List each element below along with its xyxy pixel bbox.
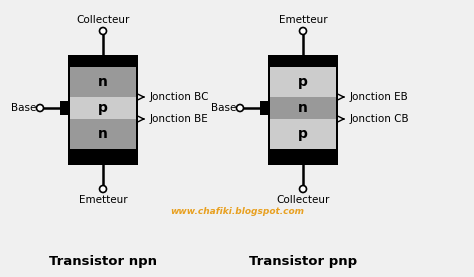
- Circle shape: [300, 186, 307, 193]
- Circle shape: [100, 186, 107, 193]
- Bar: [270, 119, 336, 149]
- Text: Transistor pnp: Transistor pnp: [249, 255, 357, 268]
- Text: Jonction CB: Jonction CB: [350, 114, 410, 124]
- Bar: [270, 67, 336, 97]
- Bar: [70, 57, 136, 67]
- Bar: [270, 149, 336, 159]
- Bar: [260, 101, 268, 115]
- Text: Emetteur: Emetteur: [79, 195, 128, 205]
- Bar: [70, 67, 136, 97]
- Bar: [268, 55, 338, 165]
- Bar: [70, 119, 136, 149]
- Bar: [70, 149, 136, 159]
- Text: p: p: [298, 127, 308, 141]
- Text: n: n: [98, 75, 108, 89]
- Text: p: p: [98, 101, 108, 115]
- Bar: [60, 101, 68, 115]
- Bar: [270, 57, 336, 67]
- Circle shape: [100, 27, 107, 35]
- Text: Jonction BC: Jonction BC: [150, 92, 210, 102]
- Bar: [68, 55, 138, 165]
- Text: Emetteur: Emetteur: [279, 15, 328, 25]
- Text: Collecteur: Collecteur: [76, 15, 130, 25]
- Text: n: n: [98, 127, 108, 141]
- Text: Base: Base: [10, 103, 36, 113]
- Text: Jonction EB: Jonction EB: [350, 92, 409, 102]
- Text: Transistor npn: Transistor npn: [49, 255, 157, 268]
- Text: www.chafiki.blogspot.com: www.chafiki.blogspot.com: [170, 207, 304, 217]
- Text: Base: Base: [210, 103, 236, 113]
- Circle shape: [36, 104, 44, 112]
- Bar: [270, 97, 336, 119]
- Text: Jonction BE: Jonction BE: [150, 114, 209, 124]
- Circle shape: [237, 104, 244, 112]
- Circle shape: [300, 27, 307, 35]
- Text: Collecteur: Collecteur: [276, 195, 330, 205]
- Bar: [70, 97, 136, 119]
- Text: p: p: [298, 75, 308, 89]
- Text: n: n: [298, 101, 308, 115]
